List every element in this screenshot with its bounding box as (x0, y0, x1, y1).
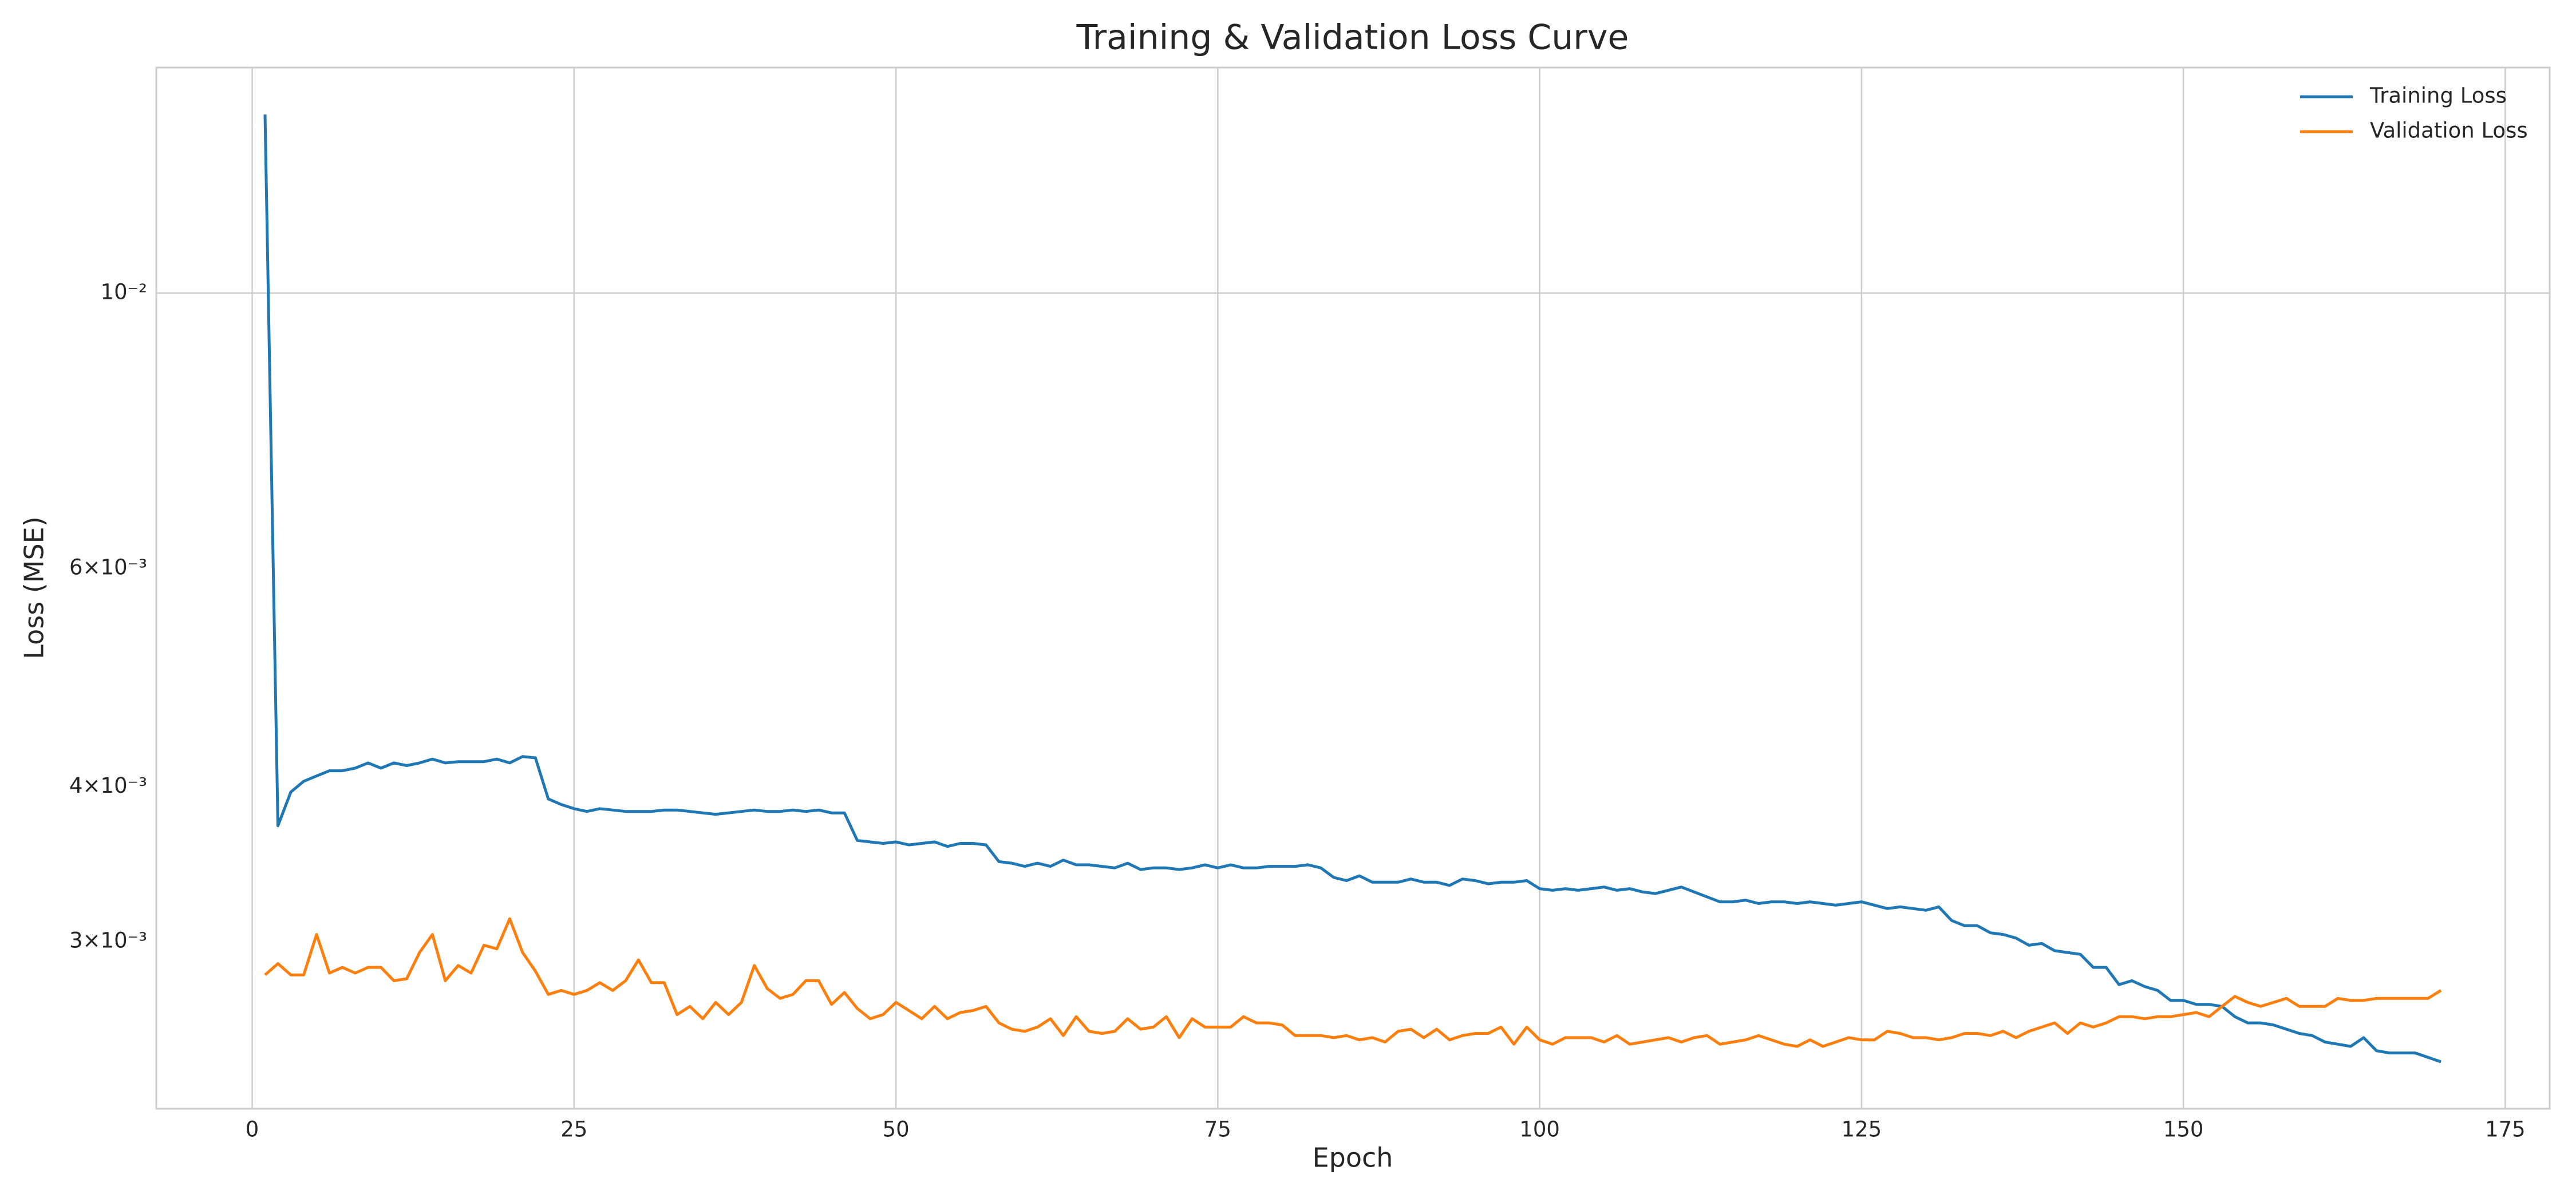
x-tick-label: 75 (1204, 1117, 1231, 1142)
grid (156, 68, 2550, 1109)
x-tick-label: 175 (2485, 1117, 2526, 1142)
x-tick-label: 100 (1519, 1117, 1560, 1142)
loss-line (263, 114, 2441, 1063)
y-tick-label: 6×10⁻³ (69, 555, 147, 579)
x-tick-label: 150 (2163, 1117, 2204, 1142)
loss-line (264, 917, 2442, 1048)
plot-frame (155, 66, 2551, 1110)
y-tick-label: 3×10⁻³ (69, 928, 147, 953)
y-tick-label: 4×10⁻³ (69, 773, 147, 798)
x-axis-label: Epoch (1313, 1142, 1393, 1173)
x-tick-label: 25 (560, 1117, 587, 1142)
x-tick-label: 50 (883, 1117, 910, 1142)
legend-label: Training Loss (2369, 84, 2507, 108)
legend-label: Validation Loss (2370, 118, 2528, 143)
chart-title: Training & Validation Loss Curve (1076, 18, 1629, 58)
x-tick-label: 0 (246, 1117, 259, 1142)
y-tick-label: 10⁻² (101, 280, 147, 305)
y-axis-label: Loss (MSE) (19, 516, 50, 659)
x-tick-label: 125 (1842, 1117, 1882, 1142)
